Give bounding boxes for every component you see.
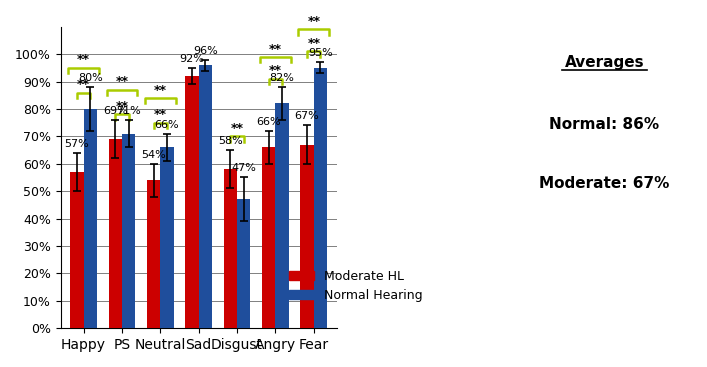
Bar [223, 169, 237, 328]
Text: 92%: 92% [180, 54, 204, 64]
Text: Moderate: 67%: Moderate: 67% [539, 176, 670, 191]
Text: **: ** [77, 78, 90, 91]
Text: **: ** [308, 15, 320, 28]
Text: **: ** [77, 54, 90, 66]
Bar [300, 145, 314, 328]
Text: 66%: 66% [257, 117, 281, 127]
Text: 58%: 58% [218, 136, 243, 146]
Bar [83, 109, 97, 328]
Text: 54%: 54% [141, 150, 166, 160]
Bar [314, 68, 327, 328]
Bar [109, 139, 122, 328]
Text: **: ** [154, 108, 167, 121]
Text: 66%: 66% [155, 120, 180, 130]
Bar [276, 103, 289, 328]
Bar [237, 199, 250, 328]
Bar [160, 147, 174, 328]
Legend: Moderate HL, Normal Hearing: Moderate HL, Normal Hearing [284, 265, 427, 307]
Bar [147, 180, 160, 328]
Text: **: ** [115, 100, 129, 113]
Text: Normal: 86%: Normal: 86% [549, 117, 660, 132]
Bar [185, 76, 199, 328]
Text: 57%: 57% [64, 139, 89, 149]
Text: **: ** [269, 43, 282, 55]
Text: 80%: 80% [78, 73, 103, 83]
Text: **: ** [154, 84, 167, 97]
Text: 96%: 96% [193, 46, 218, 55]
Text: 71%: 71% [117, 106, 141, 116]
Text: Averages: Averages [565, 55, 644, 70]
Text: **: ** [230, 122, 243, 135]
Bar [199, 65, 212, 328]
Text: 47%: 47% [231, 163, 256, 173]
Text: **: ** [308, 37, 320, 50]
Text: **: ** [115, 75, 129, 88]
Text: 69%: 69% [103, 106, 128, 116]
Text: 95%: 95% [308, 48, 333, 58]
Bar [70, 172, 83, 328]
Bar [262, 147, 276, 328]
Text: **: ** [269, 65, 282, 77]
Bar [122, 134, 136, 328]
Text: 67%: 67% [295, 111, 320, 121]
Text: 82%: 82% [269, 73, 295, 83]
